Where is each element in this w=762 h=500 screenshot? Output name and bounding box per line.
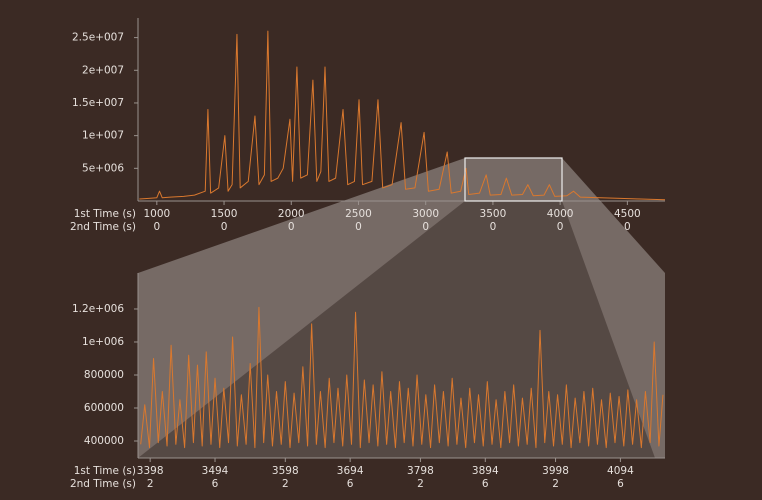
x-tick-label: 2500 <box>345 208 372 220</box>
x-tick-label-2nd: 0 <box>422 221 429 233</box>
signal-line <box>139 30 666 201</box>
x-axis-label: 1st Time (s) <box>74 465 136 477</box>
x-tick-label: 3000 <box>412 208 439 220</box>
x-tick-label: 3398 <box>137 465 164 477</box>
x-tick-label: 3598 <box>272 465 299 477</box>
x-tick-label-2nd: 0 <box>557 221 564 233</box>
x-tick-label: 3500 <box>480 208 507 220</box>
x-tick-label: 1000 <box>143 208 170 220</box>
y-tick-label: 5e+006 <box>82 162 124 174</box>
x-tick-label-2nd: 0 <box>490 221 497 233</box>
x-tick-label: 4500 <box>614 208 641 220</box>
y-tick-label: 2e+007 <box>82 64 124 76</box>
x-tick-label-2nd: 0 <box>355 221 362 233</box>
x-tick-label: 3894 <box>472 465 499 477</box>
x-tick-label-2nd: 6 <box>482 478 489 490</box>
x-tick-label-2nd: 2 <box>282 478 289 490</box>
x-tick-label-2nd: 6 <box>347 478 354 490</box>
x-tick-label-2nd: 0 <box>288 221 295 233</box>
y-tick-label: 600000 <box>84 402 124 414</box>
y-tick-label: 1e+007 <box>82 130 124 142</box>
y-tick-label: 800000 <box>84 369 124 381</box>
x-tick-label: 3694 <box>337 465 364 477</box>
x-axis-label: 1st Time (s) <box>74 208 136 220</box>
x-tick-label-2nd: 0 <box>221 221 228 233</box>
x-tick-label-2nd: 2 <box>147 478 154 490</box>
zoom-box <box>464 157 563 202</box>
x-tick-label: 3798 <box>407 465 434 477</box>
x-tick-label-2nd: 2 <box>417 478 424 490</box>
y-tick-label: 1e+006 <box>82 336 124 348</box>
x-tick-label-2nd: 0 <box>153 221 160 233</box>
y-tick-label: 1.5e+007 <box>72 97 124 109</box>
y-tick-label: 400000 <box>84 435 124 447</box>
x-tick-label: 3998 <box>542 465 569 477</box>
x-tick-label: 4000 <box>547 208 574 220</box>
x-axis-label-2nd: 2nd Time (s) <box>70 478 136 490</box>
signal-line <box>140 306 664 449</box>
x-tick-label: 3494 <box>202 465 229 477</box>
x-tick-label: 1500 <box>211 208 238 220</box>
x-tick-label-2nd: 6 <box>617 478 624 490</box>
y-tick-label: 1.2e+006 <box>72 303 124 315</box>
x-tick-label-2nd: 6 <box>212 478 219 490</box>
plots: 5e+0061e+0071.5e+0072e+0072.5e+007100001… <box>70 18 666 490</box>
x-tick-label-2nd: 0 <box>624 221 631 233</box>
y-tick-label: 2.5e+007 <box>72 32 124 44</box>
x-tick-label-2nd: 2 <box>552 478 559 490</box>
x-tick-label: 4094 <box>607 465 634 477</box>
zoom-funnel-inner <box>138 201 655 458</box>
x-tick-label: 2000 <box>278 208 305 220</box>
x-axis-label-2nd: 2nd Time (s) <box>70 221 136 233</box>
